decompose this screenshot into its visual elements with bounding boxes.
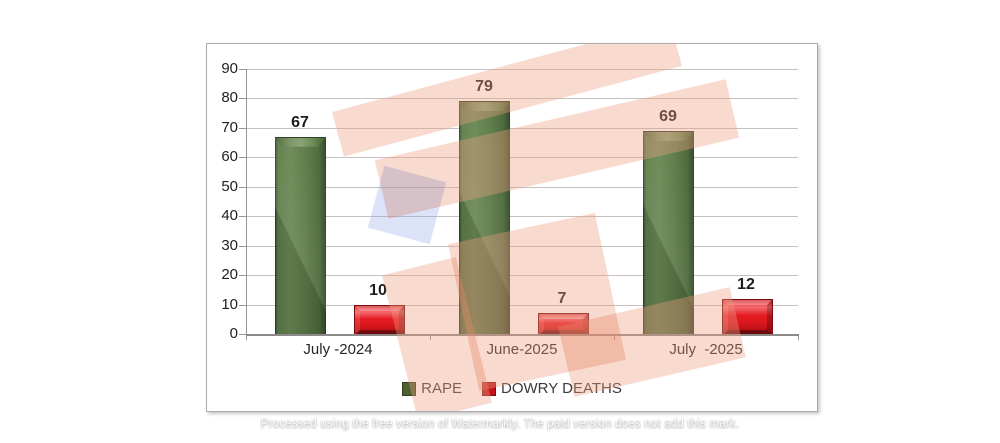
legend-item: RAPE — [402, 380, 462, 397]
y-axis-tick — [239, 186, 246, 188]
y-axis-label: 20 — [221, 266, 238, 284]
y-axis-tick — [239, 216, 246, 218]
legend-item: DOWRY DEATHS — [482, 380, 622, 397]
y-axis-tick — [239, 98, 246, 100]
y-axis-tick — [239, 334, 246, 335]
bar-value-label: 79 — [475, 78, 493, 96]
bar-value-label: 67 — [291, 113, 309, 131]
x-axis-label: June-2025 — [486, 341, 558, 358]
bar-rape — [274, 136, 326, 336]
y-axis-tick — [239, 69, 246, 70]
y-axis-label: 10 — [221, 295, 238, 313]
y-axis-label: 70 — [221, 118, 238, 136]
x-axis-tick — [798, 334, 799, 340]
y-axis-tick — [239, 275, 246, 277]
y-axis-label: 90 — [221, 60, 238, 77]
y-axis-label: 60 — [221, 148, 238, 166]
bar-dowry-deaths — [721, 298, 773, 336]
y-axis-label: 80 — [221, 89, 238, 107]
gridline — [246, 98, 798, 100]
y-axis-tick — [239, 304, 246, 306]
bar-rape — [458, 101, 510, 335]
gridline — [246, 69, 798, 70]
bar-value-label: 69 — [659, 107, 677, 125]
legend-label: DOWRY DEATHS — [501, 380, 622, 397]
chart-legend: RAPE DOWRY DEATHS — [207, 380, 817, 397]
y-axis-label: 50 — [221, 177, 238, 195]
gridline — [246, 216, 798, 218]
legend-swatch — [482, 381, 496, 396]
chart-panel: 0 10 20 30 40 50 60 70 80 90 July -2024 67 10 June-20… — [206, 43, 818, 412]
legend-swatch — [402, 381, 417, 396]
y-axis-tick — [239, 157, 246, 159]
bar-value-label: 12 — [737, 275, 755, 293]
legend-label: RAPE — [421, 380, 462, 397]
y-axis-tick — [239, 127, 246, 129]
x-axis-label: July -2024 — [303, 341, 373, 358]
bar-dowry-deaths — [537, 313, 589, 336]
bar-dowry-deaths — [353, 304, 405, 336]
gridline — [246, 245, 798, 247]
bar-rape — [642, 130, 694, 336]
gridline — [246, 304, 798, 306]
bar-value-label: 10 — [369, 281, 387, 299]
bar-value-label: 7 — [557, 290, 567, 308]
x-axis-label: July -2025 — [669, 341, 743, 358]
y-axis-label: 0 — [229, 325, 238, 342]
plot-area: 0 10 20 30 40 50 60 70 80 90 July -2024 67 10 June-20… — [207, 44, 817, 411]
y-axis-line — [246, 69, 247, 340]
y-axis-label: 30 — [221, 236, 238, 254]
y-axis-label: 40 — [221, 207, 238, 225]
gridline — [246, 157, 798, 159]
gridline — [246, 186, 798, 188]
y-axis-tick — [239, 245, 246, 247]
x-axis-line — [246, 334, 799, 336]
footer-watermark-text: Processed using the free version of Wate… — [260, 418, 740, 430]
